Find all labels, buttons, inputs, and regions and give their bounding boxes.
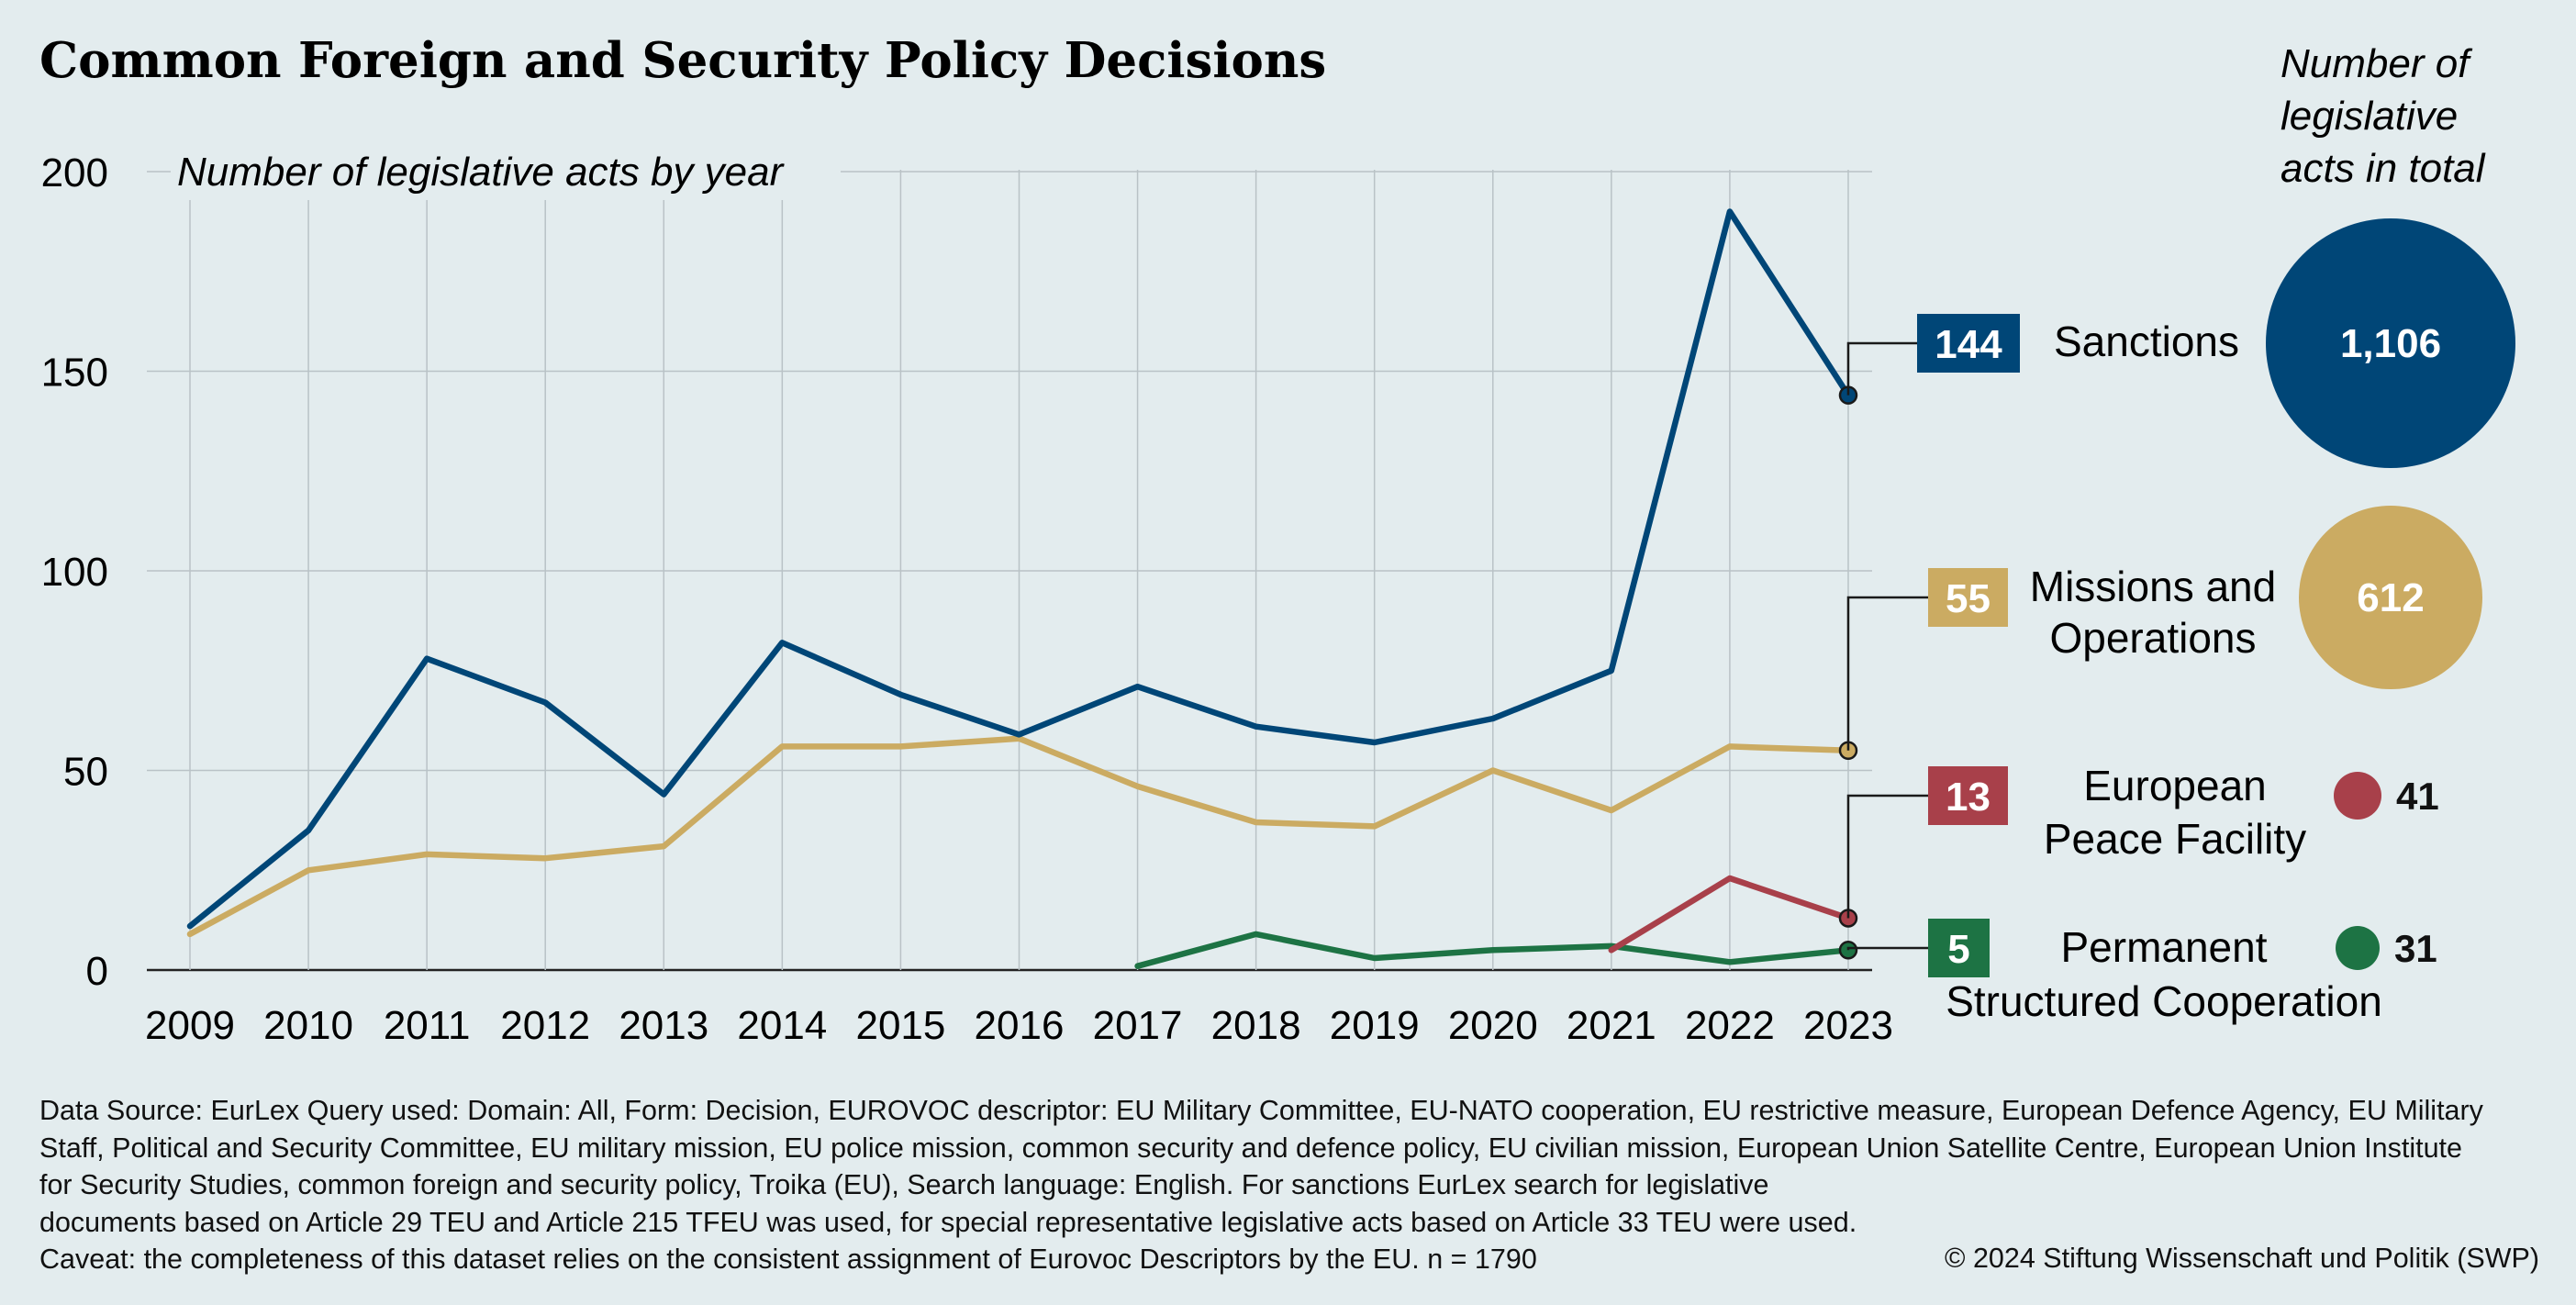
series-label-epf: European bbox=[2083, 762, 2267, 809]
series-label-epf: Peace Facility bbox=[2044, 815, 2306, 863]
last-value-box-sanctions bbox=[1917, 314, 2020, 373]
x-tick-label: 2018 bbox=[1211, 1003, 1301, 1048]
x-tick-label: 2019 bbox=[1330, 1003, 1420, 1048]
y-tick-label: 0 bbox=[86, 949, 108, 994]
x-tick-label: 2011 bbox=[384, 1003, 471, 1048]
subtitle-background bbox=[171, 147, 841, 200]
copyright: © 2024 Stiftung Wissenschaft und Politik… bbox=[1945, 1243, 2539, 1274]
total-label-epf: 41 bbox=[2396, 775, 2439, 818]
y-axis-ticks: 0 50 100 150 200 bbox=[41, 151, 108, 994]
footer-line: Staff, Political and Security Committee,… bbox=[39, 1132, 2462, 1164]
footer-line: Data Source: EurLex Query used: Domain: … bbox=[39, 1095, 2483, 1126]
series-label-missions: Operations bbox=[2049, 614, 2256, 662]
total-bubble-missions bbox=[2299, 506, 2482, 689]
series-label-pesco: Permanent bbox=[2060, 923, 2267, 971]
footer-line: for Security Studies, common foreign and… bbox=[39, 1169, 1769, 1200]
y-tick-label: 200 bbox=[41, 151, 108, 195]
footer-line: Caveat: the completeness of this dataset… bbox=[39, 1244, 1537, 1275]
connector-missions bbox=[1846, 596, 1928, 751]
totals-heading-line: Number of bbox=[2280, 41, 2473, 86]
footer-line: documents based on Article 29 TEU and Ar… bbox=[39, 1206, 1857, 1238]
y-tick-label: 100 bbox=[41, 550, 108, 595]
series-label-missions: Missions and bbox=[2030, 563, 2276, 610]
x-tick-label: 2013 bbox=[619, 1003, 708, 1048]
total-label-sanctions: 1,106 bbox=[2340, 321, 2441, 366]
legend: 144 Sanctions 1,106 55 Missions andOperation… bbox=[1846, 218, 2515, 1025]
footer-source-note: Data Source: EurLex Query used: Domain: … bbox=[39, 1092, 2554, 1278]
connector-sanctions bbox=[1846, 341, 1917, 396]
total-label-pesco: 31 bbox=[2394, 927, 2437, 970]
totals-heading: Number of legislative acts in total bbox=[2280, 41, 2486, 191]
total-bubble-pesco bbox=[2336, 926, 2380, 970]
last-value-box-pesco bbox=[1928, 919, 1990, 977]
series-lines bbox=[186, 208, 1858, 969]
total-bubble-epf bbox=[2334, 772, 2381, 820]
x-tick-label: 2021 bbox=[1567, 1003, 1656, 1048]
grid bbox=[147, 170, 1872, 972]
last-value-label-missions: 55 bbox=[1946, 576, 1991, 621]
x-axis-ticks: 2009 2010 2011 2012 2013 2014 2015 2016 2017 2018… bbox=[145, 1003, 1893, 1048]
x-tick-label: 2015 bbox=[855, 1003, 945, 1048]
last-value-label-sanctions: 144 bbox=[1935, 322, 2002, 367]
x-tick-label: 2010 bbox=[263, 1003, 353, 1048]
y-tick-label: 150 bbox=[41, 351, 108, 396]
totals-heading-line: acts in total bbox=[2280, 146, 2486, 191]
series-line-sanctions bbox=[186, 208, 1852, 930]
series-label-sanctions: Sanctions bbox=[2054, 318, 2239, 365]
x-tick-label: 2014 bbox=[737, 1003, 827, 1048]
totals-heading-line: legislative bbox=[2280, 94, 2458, 139]
series-line-missions bbox=[186, 735, 1852, 938]
line-chart: Common Foreign and Security Policy Decis… bbox=[39, 32, 2515, 1048]
x-tick-label: 2017 bbox=[1093, 1003, 1183, 1048]
last-value-label-pesco: 5 bbox=[1947, 927, 1969, 972]
connector-epf bbox=[1846, 794, 1928, 919]
chart-subtitle: Number of legislative acts by year bbox=[177, 150, 786, 195]
x-tick-label: 2022 bbox=[1685, 1003, 1775, 1048]
x-tick-label: 2023 bbox=[1803, 1003, 1893, 1048]
connector-pesco bbox=[1846, 946, 1928, 951]
series-line-pesco bbox=[1134, 931, 1852, 969]
last-value-label-epf: 13 bbox=[1946, 775, 1991, 820]
total-label-missions: 612 bbox=[2357, 575, 2424, 620]
x-tick-label: 2016 bbox=[975, 1003, 1065, 1048]
x-tick-label: 2009 bbox=[145, 1003, 235, 1048]
chart-title: Common Foreign and Security Policy Decis… bbox=[39, 32, 1326, 89]
series-label-pesco: Structured Cooperation bbox=[1946, 977, 2382, 1025]
series-line-epf bbox=[1608, 875, 1852, 954]
last-value-box-missions bbox=[1928, 568, 2008, 627]
last-value-box-epf bbox=[1928, 766, 2008, 825]
y-tick-label: 50 bbox=[63, 750, 108, 795]
x-tick-label: 2020 bbox=[1448, 1003, 1538, 1048]
x-tick-label: 2012 bbox=[500, 1003, 590, 1048]
total-bubble-sanctions bbox=[2266, 218, 2515, 468]
